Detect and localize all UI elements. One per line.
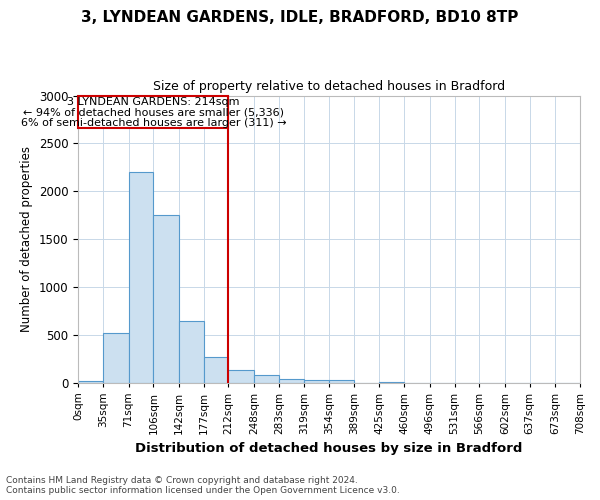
Bar: [78, 96, 229, 128]
Bar: [154, 215, 179, 382]
Title: Size of property relative to detached houses in Bradford: Size of property relative to detached ho…: [153, 80, 505, 93]
Bar: [304, 380, 329, 382]
Bar: [103, 333, 128, 382]
Text: 6% of semi-detached houses are larger (311) →: 6% of semi-detached houses are larger (3…: [20, 118, 286, 128]
Bar: [203, 357, 229, 382]
Y-axis label: Number of detached properties: Number of detached properties: [20, 146, 33, 332]
Bar: [78, 380, 103, 382]
Text: 3 LYNDEAN GARDENS: 214sqm: 3 LYNDEAN GARDENS: 214sqm: [67, 98, 239, 108]
Bar: [254, 376, 279, 382]
X-axis label: Distribution of detached houses by size in Bradford: Distribution of detached houses by size …: [136, 442, 523, 455]
Text: Contains HM Land Registry data © Crown copyright and database right 2024.
Contai: Contains HM Land Registry data © Crown c…: [6, 476, 400, 495]
Bar: [179, 322, 203, 382]
Bar: [279, 379, 304, 382]
Bar: [128, 172, 154, 382]
Text: 3, LYNDEAN GARDENS, IDLE, BRADFORD, BD10 8TP: 3, LYNDEAN GARDENS, IDLE, BRADFORD, BD10…: [82, 10, 518, 25]
Bar: [329, 380, 354, 382]
Text: ← 94% of detached houses are smaller (5,336): ← 94% of detached houses are smaller (5,…: [23, 108, 284, 118]
Bar: [229, 370, 254, 382]
